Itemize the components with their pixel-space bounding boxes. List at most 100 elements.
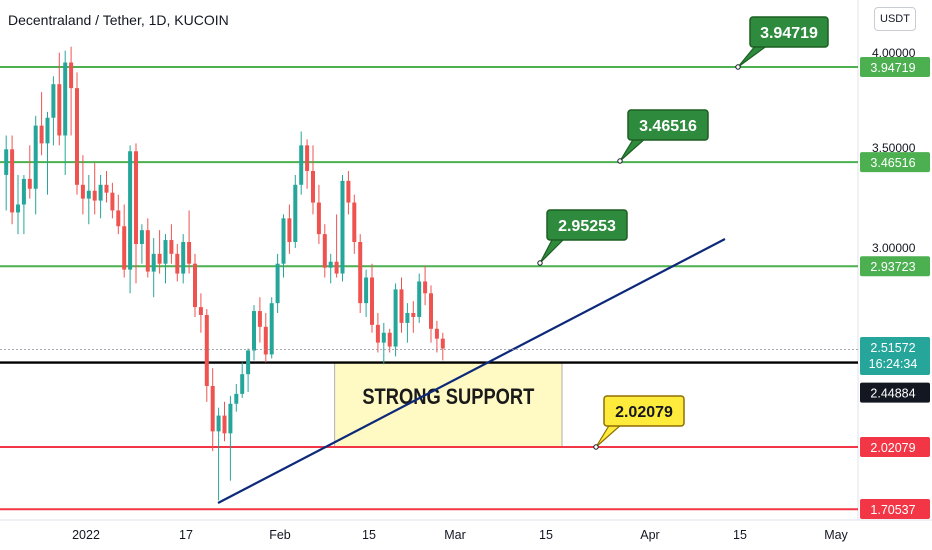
candle xyxy=(175,243,180,282)
candle-body xyxy=(299,145,304,185)
candle-body xyxy=(157,253,162,264)
candle xyxy=(328,253,333,284)
candle xyxy=(364,269,369,317)
candle xyxy=(440,332,445,361)
candle xyxy=(98,174,103,219)
candle-body xyxy=(128,151,133,270)
candle-body xyxy=(69,62,74,89)
callout-box xyxy=(627,109,709,141)
candle xyxy=(381,322,386,365)
time-axis-label: Feb xyxy=(269,528,291,542)
candle xyxy=(311,145,315,215)
callout-box xyxy=(546,209,628,241)
candle xyxy=(45,111,50,195)
candle-body xyxy=(210,386,215,432)
candle-body xyxy=(163,240,168,264)
price-callout: 2.02079 xyxy=(593,395,685,450)
callout-label: 3.94719 xyxy=(760,25,818,42)
candle xyxy=(122,204,127,278)
candle xyxy=(387,328,392,353)
candle-body xyxy=(375,324,380,343)
candle xyxy=(269,297,274,359)
candle xyxy=(116,194,121,235)
candle xyxy=(334,214,339,278)
candle xyxy=(252,305,256,361)
candle-body xyxy=(204,314,209,387)
candle xyxy=(163,234,168,284)
time-axis-label: Mar xyxy=(444,528,466,542)
candle-body xyxy=(51,84,56,118)
candle-body xyxy=(246,350,251,375)
callout-pointer xyxy=(595,423,624,448)
price-callout: 3.94719 xyxy=(735,16,829,70)
candle-body xyxy=(440,338,445,349)
level-price-tag: 3.46516 xyxy=(860,152,930,173)
time-axis-label: May xyxy=(824,528,848,542)
candle-body xyxy=(110,192,115,211)
price-scale-label: 3.00000 xyxy=(872,241,916,255)
candle-body xyxy=(352,202,357,243)
candle xyxy=(429,285,433,343)
candle-body xyxy=(222,415,227,434)
candle-body xyxy=(370,277,374,325)
candle xyxy=(69,46,74,136)
candle xyxy=(110,182,115,219)
candle xyxy=(157,230,162,274)
candle-body xyxy=(234,393,239,404)
price-tag-bg xyxy=(860,57,930,77)
candle-body xyxy=(269,303,274,355)
candle-body xyxy=(346,180,351,203)
callout-label: 2.95253 xyxy=(558,218,616,235)
candle xyxy=(352,194,357,254)
candle xyxy=(370,263,374,333)
candle xyxy=(216,407,221,501)
support-price-tag: 2.44884 xyxy=(860,382,930,403)
price-tag-text: 2.02079 xyxy=(870,441,915,455)
price-tag-text: 2.51572 xyxy=(870,341,915,355)
candle-body xyxy=(287,218,292,243)
candle xyxy=(10,135,15,225)
currency-button[interactable]: USDT xyxy=(874,7,916,31)
callout-pointer xyxy=(619,137,648,162)
time-axis-label: 17 xyxy=(179,528,193,542)
callout-anchor xyxy=(735,64,741,70)
price-tag-bg xyxy=(860,437,930,457)
candle xyxy=(375,313,380,353)
candle xyxy=(281,214,286,278)
candle xyxy=(299,131,304,195)
callout-pointer xyxy=(539,237,567,264)
candle-body xyxy=(275,263,280,304)
support-zone-box xyxy=(334,362,563,448)
candle-body xyxy=(181,242,186,274)
candle xyxy=(393,283,398,357)
symbol-title: Decentraland / Tether, 1D, KUCOIN xyxy=(8,12,229,28)
candle-body xyxy=(39,125,44,144)
candle xyxy=(411,301,416,333)
candle-body xyxy=(45,117,50,144)
candle-body xyxy=(281,218,286,264)
candle xyxy=(204,309,209,402)
candle xyxy=(104,170,109,203)
candle-body xyxy=(10,149,15,213)
callout-anchor xyxy=(617,158,623,164)
candle-body xyxy=(16,204,20,213)
candle xyxy=(246,348,251,392)
price-tag-bg xyxy=(860,499,930,519)
candle-body xyxy=(63,62,68,136)
candle-body xyxy=(104,184,109,193)
candle-body xyxy=(98,184,103,201)
callout-label: 2.02079 xyxy=(615,404,673,421)
candle xyxy=(80,155,85,215)
time-axis-label: 15 xyxy=(733,528,747,542)
candle-body xyxy=(305,145,310,171)
price-tag-text: 2.93723 xyxy=(870,260,915,274)
candle xyxy=(275,253,280,314)
candle-body xyxy=(358,242,363,304)
price-tag-text: 1.70537 xyxy=(870,503,915,517)
candle xyxy=(434,320,439,353)
candle-body xyxy=(252,311,256,351)
candle-body xyxy=(228,403,233,434)
time-axis-label: 15 xyxy=(362,528,376,542)
